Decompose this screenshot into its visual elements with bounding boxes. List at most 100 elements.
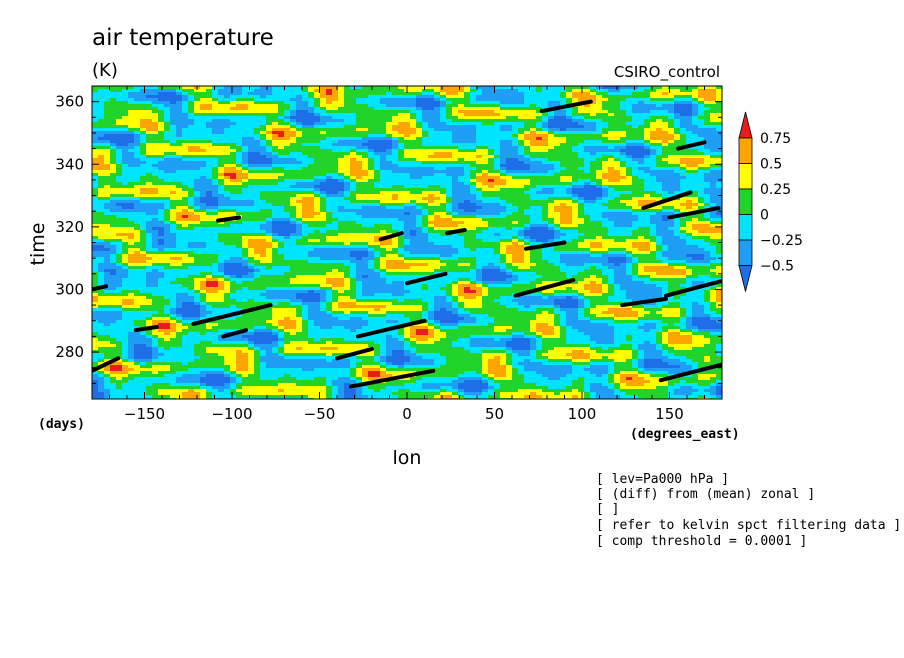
field-cell — [146, 113, 153, 117]
field-cell — [590, 185, 597, 189]
field-cell — [182, 89, 189, 93]
field-cell — [284, 149, 291, 153]
field-cell — [560, 170, 567, 174]
field-cell — [656, 167, 663, 171]
field-cell — [320, 200, 327, 204]
field-cell — [98, 209, 105, 213]
field-cell — [632, 215, 639, 219]
field-cell — [626, 119, 633, 123]
field-cell — [512, 95, 519, 99]
field-cell — [662, 131, 669, 135]
field-cell — [482, 203, 489, 207]
field-cell — [506, 158, 513, 162]
field-cell — [152, 86, 159, 90]
field-cell — [524, 149, 531, 153]
field-cell — [440, 122, 447, 126]
field-cell — [308, 152, 315, 156]
field-cell — [272, 161, 279, 165]
field-cell — [320, 188, 327, 192]
field-cell — [476, 143, 483, 147]
field-cell — [632, 203, 639, 207]
field-cell — [320, 155, 327, 159]
field-cell — [110, 101, 117, 105]
field-cell — [494, 131, 501, 135]
field-cell — [440, 194, 447, 198]
field-cell — [260, 182, 267, 186]
field-cell — [236, 86, 243, 90]
field-cell — [452, 134, 459, 138]
field-cell — [206, 224, 213, 228]
field-cell — [194, 221, 201, 225]
field-cell — [710, 185, 717, 189]
field-cell — [392, 173, 399, 177]
field-cell — [218, 191, 225, 195]
field-cell — [584, 221, 591, 225]
field-cell — [470, 197, 477, 201]
field-cell — [152, 206, 159, 210]
field-cell — [290, 101, 297, 105]
field-cell — [626, 170, 633, 174]
field-cell — [128, 86, 135, 90]
field-cell — [386, 194, 393, 198]
field-cell — [188, 104, 195, 108]
field-cell — [506, 215, 513, 219]
field-cell — [182, 107, 189, 111]
field-cell — [248, 218, 255, 222]
field-cell — [584, 188, 591, 192]
field-cell — [554, 149, 561, 153]
field-cell — [380, 212, 387, 216]
field-cell — [362, 122, 369, 126]
field-cell — [326, 110, 333, 114]
field-cell — [284, 164, 291, 168]
field-cell — [332, 218, 339, 222]
field-cell — [224, 137, 231, 141]
field-cell — [422, 167, 429, 171]
field-cell — [704, 125, 711, 129]
field-cell — [452, 167, 459, 171]
field-cell — [278, 212, 285, 216]
field-cell — [530, 185, 537, 189]
field-cell — [110, 134, 117, 138]
field-cell — [584, 200, 591, 204]
field-cell — [410, 206, 417, 210]
field-cell — [566, 125, 573, 129]
field-cell — [176, 116, 183, 120]
field-cell — [194, 107, 201, 111]
field-cell — [506, 212, 513, 216]
field-cell — [266, 116, 273, 120]
field-cell — [110, 110, 117, 114]
field-cell — [398, 146, 405, 150]
field-cell — [692, 206, 699, 210]
field-cell — [428, 185, 435, 189]
field-cell — [158, 224, 165, 228]
field-cell — [320, 212, 327, 216]
field-cell — [458, 86, 465, 90]
field-cell — [440, 146, 447, 150]
field-cell — [674, 158, 681, 162]
field-cell — [218, 104, 225, 108]
field-cell — [512, 158, 519, 162]
field-cell — [626, 176, 633, 180]
field-cell — [350, 104, 357, 108]
field-cell — [500, 137, 507, 141]
field-cell — [662, 164, 669, 168]
field-cell — [278, 152, 285, 156]
field-cell — [404, 206, 411, 210]
field-cell — [488, 173, 495, 177]
field-cell — [152, 197, 159, 201]
field-cell — [620, 122, 627, 126]
field-cell — [410, 104, 417, 108]
field-cell — [344, 194, 351, 198]
field-cell — [242, 179, 249, 183]
field-cell — [272, 134, 279, 138]
field-cell — [692, 122, 699, 126]
field-cell — [470, 209, 477, 213]
field-cell — [272, 116, 279, 120]
field-cell — [188, 119, 195, 123]
field-cell — [662, 92, 669, 96]
field-cell — [482, 86, 489, 90]
field-cell — [326, 155, 333, 159]
field-cell — [638, 200, 645, 204]
field-cell — [572, 95, 579, 99]
field-cell — [680, 200, 687, 204]
